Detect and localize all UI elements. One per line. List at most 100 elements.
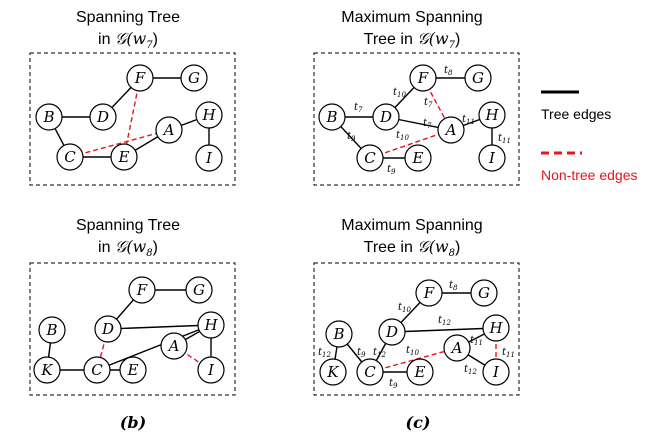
- svg-text:F: F: [134, 69, 146, 87]
- caption-c: (c): [406, 413, 431, 432]
- graph-c1: B D F G C E A H I t7 t10 t8 t7 t9 t10 t7…: [318, 64, 511, 176]
- svg-text:C: C: [91, 361, 103, 379]
- title-c1-prefix: Tree in: [364, 31, 418, 48]
- node-b1-A: A: [155, 116, 183, 144]
- legend-nontree-label: Non-tree edges: [541, 167, 638, 183]
- node-c2-E: E: [406, 358, 434, 386]
- svg-text:E: E: [127, 361, 139, 379]
- weight-c1-C-E: t9: [387, 164, 396, 176]
- svg-text:B: B: [332, 325, 344, 343]
- svg-text:F: F: [417, 69, 429, 87]
- node-c2-F: F: [415, 279, 443, 307]
- node-b2-G: G: [185, 276, 213, 304]
- edge-c2-D-H: [391, 327, 497, 333]
- node-c2-C: C: [356, 358, 384, 386]
- title-b2-prefix: in: [98, 239, 115, 256]
- svg-text:A: A: [450, 339, 463, 357]
- caption-b: (b): [120, 413, 146, 432]
- svg-text:F: F: [136, 281, 148, 299]
- title-c2-math: 𝒢(w: [417, 237, 449, 256]
- svg-text:G: G: [188, 69, 200, 87]
- title-b1-prefix: in: [98, 31, 115, 48]
- node-b2-B: B: [38, 316, 66, 344]
- title-c1-suffix: ): [455, 31, 460, 48]
- title-b1-suffix: ): [153, 31, 158, 48]
- edge-b2-C-H: [96, 324, 212, 371]
- node-c1-B: B: [318, 103, 346, 131]
- node-c1-A: A: [437, 116, 465, 144]
- title-b1-line2: in 𝒢(w7): [98, 29, 158, 51]
- svg-text:C: C: [364, 363, 376, 381]
- svg-text:A: A: [167, 337, 180, 355]
- title-b2-line1: Spanning Tree: [76, 217, 180, 234]
- node-b2-K: K: [33, 356, 61, 384]
- node-c2-A: A: [443, 334, 471, 362]
- title-c2-suffix: ): [455, 239, 460, 256]
- weight-c2-D-F: t10: [398, 302, 411, 314]
- node-b2-D: D: [94, 315, 122, 343]
- weight-c2-H-I: t11: [502, 347, 515, 359]
- svg-text:B: B: [45, 321, 57, 339]
- weight-c2-D-H: t12: [438, 315, 451, 327]
- weight-c1-B-C: t9: [347, 131, 356, 143]
- svg-text:A: A: [162, 121, 175, 139]
- edge-b1-C-A-nontree: [69, 129, 170, 158]
- weight-c2-C-E: t9: [389, 378, 398, 390]
- graph-c2: B K D C E F G A H I t10 t8 t12 t12 t9 t1…: [318, 279, 515, 390]
- title-c1-line2: Tree in 𝒢(w7): [364, 29, 461, 51]
- weight-c1-F-A: t7: [424, 97, 433, 109]
- title-b2-line2: in 𝒢(w8): [98, 237, 158, 259]
- weight-c2-D-C: t12: [373, 347, 386, 359]
- node-c1-D: D: [372, 103, 400, 131]
- node-b1-D: D: [89, 103, 117, 131]
- node-b2-E: E: [119, 356, 147, 384]
- node-b1-E: E: [110, 143, 138, 171]
- legend-tree-label: Tree edges: [541, 106, 611, 122]
- svg-text:A: A: [444, 121, 457, 139]
- title-c1: Maximum Spanning Tree in 𝒢(w7): [341, 9, 482, 51]
- svg-text:D: D: [96, 108, 109, 126]
- graph-b2: B K D C E F G A H I: [33, 276, 225, 384]
- node-c2-D: D: [378, 318, 406, 346]
- svg-text:F: F: [423, 284, 435, 302]
- title-c2-prefix: Tree in: [364, 239, 418, 256]
- graph-b1: B D F G C E A H I: [35, 64, 223, 172]
- svg-text:H: H: [203, 316, 218, 334]
- weight-c1-D-F: t10: [393, 87, 406, 99]
- edge-c2-C-A-nontree: [369, 347, 458, 373]
- title-b2-sub: 8: [146, 248, 152, 259]
- node-b1-C: C: [56, 143, 84, 171]
- node-b1-H: H: [195, 101, 223, 129]
- svg-text:E: E: [118, 148, 130, 166]
- edge-b2-D-H: [107, 324, 212, 330]
- svg-text:G: G: [478, 284, 490, 302]
- title-b2-suffix: ): [153, 239, 158, 256]
- node-c1-E: E: [404, 144, 432, 172]
- svg-text:B: B: [42, 108, 54, 126]
- svg-text:K: K: [40, 361, 53, 379]
- title-c1-math: 𝒢(w: [417, 29, 449, 48]
- title-c2-line1: Maximum Spanning: [341, 217, 482, 234]
- svg-text:I: I: [205, 149, 213, 167]
- weight-c2-A-I: t12: [464, 364, 477, 376]
- node-b1-F: F: [126, 64, 154, 92]
- svg-text:I: I: [488, 149, 496, 167]
- node-c2-G: G: [470, 279, 498, 307]
- weight-c2-F-G: t8: [449, 280, 458, 292]
- svg-text:E: E: [412, 149, 424, 167]
- weight-c1-C-A: t10: [396, 130, 409, 142]
- node-b1-G: G: [180, 64, 208, 92]
- node-b2-I: I: [197, 356, 225, 384]
- weight-c1-A-H: t11: [462, 114, 475, 126]
- title-b2-math: 𝒢(w: [115, 237, 147, 256]
- node-b2-H: H: [197, 311, 225, 339]
- title-b1-line1: Spanning Tree: [76, 9, 180, 26]
- edge-c1-C-A-nontree: [369, 129, 452, 159]
- title-c2-line2: Tree in 𝒢(w8): [364, 237, 461, 259]
- node-c2-K: K: [319, 358, 347, 386]
- node-b2-C: C: [83, 356, 111, 384]
- legend: Tree edges Non-tree edges: [541, 90, 638, 183]
- node-b1-B: B: [35, 103, 63, 131]
- title-b1-math: 𝒢(w: [115, 29, 147, 48]
